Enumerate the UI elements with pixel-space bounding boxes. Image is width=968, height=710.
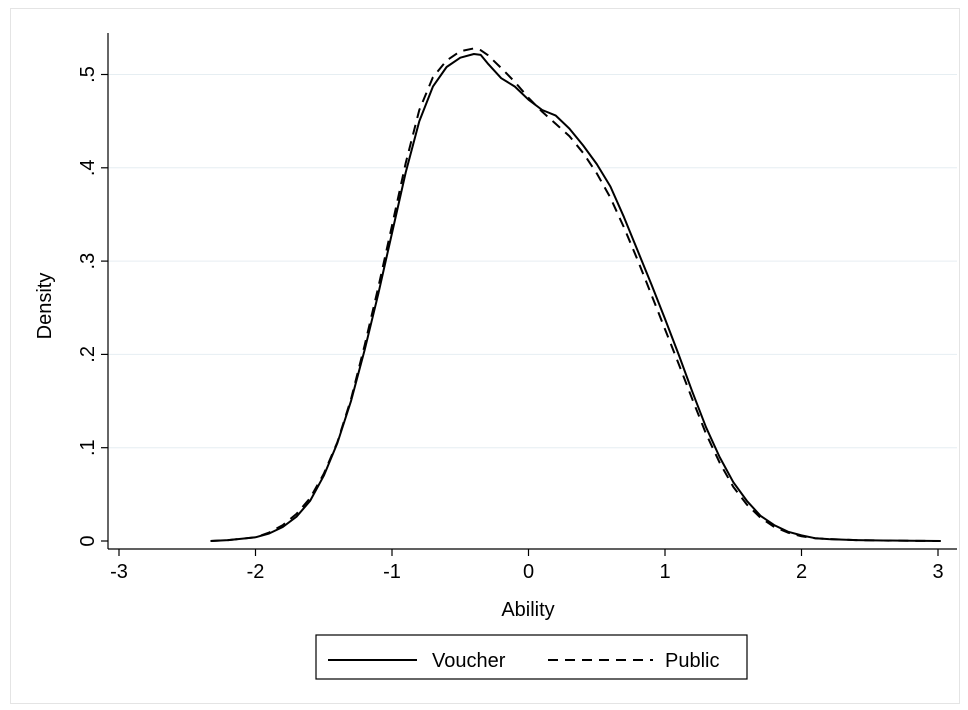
legend-label-voucher: Voucher xyxy=(432,650,506,672)
series-line-voucher xyxy=(210,53,941,542)
x-tick-label-6: 3 xyxy=(932,561,943,583)
y-axis-label: Density xyxy=(34,273,56,340)
y-tick-label-3: .3 xyxy=(77,253,99,270)
axes: 0 .1 .2 .3 .4 .5 -3 -2 -1 0 1 2 3 xyxy=(77,33,957,583)
legend: Voucher Public xyxy=(315,634,748,680)
x-tick-label-4: 1 xyxy=(659,561,670,583)
y-tick-label-5: .5 xyxy=(77,66,99,83)
y-tick-label-4: .4 xyxy=(77,159,99,176)
x-tick-label-0: -3 xyxy=(110,561,128,583)
x-axis-label: Ability xyxy=(501,599,554,621)
density-chart: 0 .1 .2 .3 .4 .5 -3 -2 -1 0 1 2 3 Ability Density Vo… xyxy=(34,33,957,680)
chart-frame: 0 .1 .2 .3 .4 .5 -3 -2 -1 0 1 2 3 Ability Density Vo… xyxy=(10,8,960,704)
y-tick-label-2: .2 xyxy=(77,346,99,363)
x-tick-label-2: -1 xyxy=(383,561,401,583)
x-tick-label-1: -2 xyxy=(247,561,265,583)
legend-box xyxy=(315,634,748,680)
y-tick-label-1: .1 xyxy=(77,439,99,456)
x-tick-label-3: 0 xyxy=(523,561,534,583)
grid-lines xyxy=(108,74,957,449)
series-lines xyxy=(210,47,941,542)
x-tick-label-5: 2 xyxy=(796,561,807,583)
y-tick-label-0: 0 xyxy=(77,535,99,546)
legend-label-public: Public xyxy=(665,650,719,672)
series-line-public xyxy=(210,47,941,542)
